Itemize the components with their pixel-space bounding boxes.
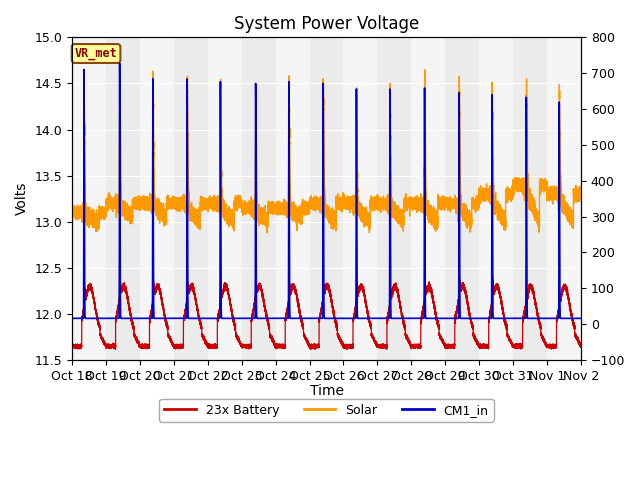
Text: VR_met: VR_met	[75, 47, 118, 60]
Bar	[208, 37, 242, 360]
Bar	[479, 37, 513, 360]
Bar	[140, 37, 174, 360]
Bar	[276, 37, 310, 360]
X-axis label: Time: Time	[310, 384, 344, 398]
Bar	[344, 37, 378, 360]
Bar	[72, 37, 106, 360]
Y-axis label: Volts: Volts	[15, 182, 29, 216]
Legend: 23x Battery, Solar, CM1_in: 23x Battery, Solar, CM1_in	[159, 398, 493, 421]
Bar	[412, 37, 445, 360]
Bar	[547, 37, 581, 360]
Title: System Power Voltage: System Power Voltage	[234, 15, 419, 33]
